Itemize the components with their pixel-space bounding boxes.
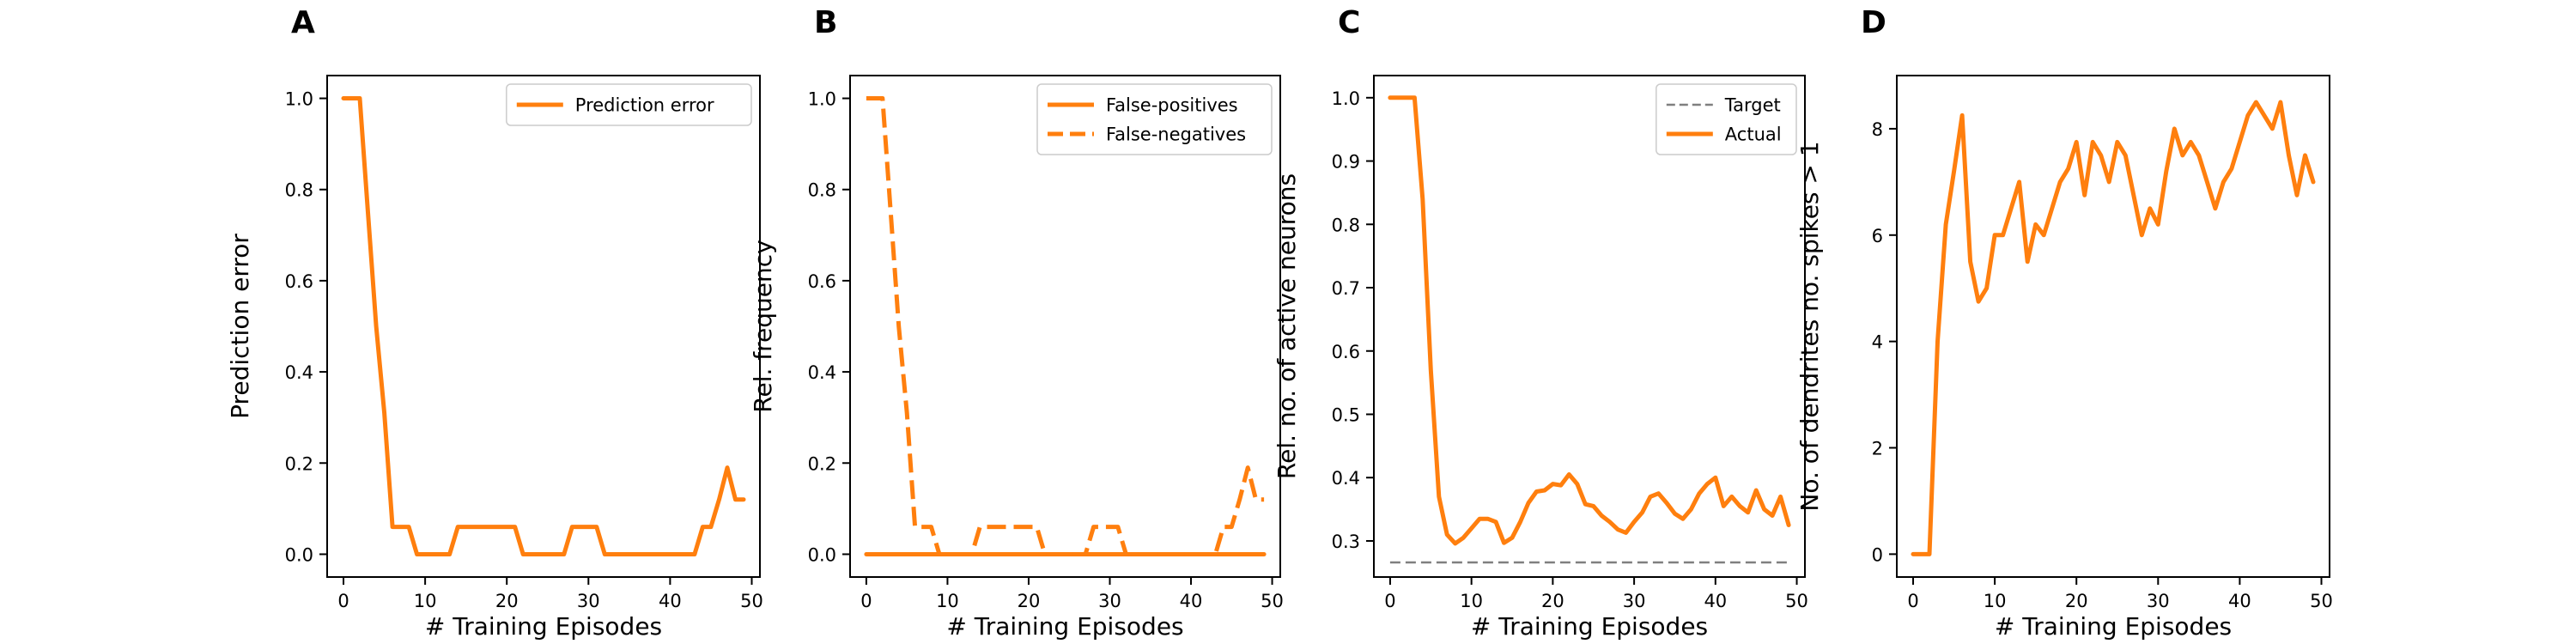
axes-frame — [1896, 75, 2330, 578]
y-tick-label: 0.3 — [1332, 532, 1360, 552]
y-tick-label: 0.4 — [285, 362, 313, 383]
y-tick-label: 0.8 — [1332, 215, 1360, 235]
legend-label: False-positives — [1106, 95, 1238, 116]
panel-letter: C — [1338, 5, 1360, 40]
x-tick-label: 20 — [495, 591, 519, 611]
x-tick-label: 50 — [1785, 591, 1808, 611]
legend-label: Actual — [1725, 125, 1782, 145]
x-tick-label: 50 — [1261, 591, 1284, 611]
x-tick-label: 20 — [1018, 591, 1041, 611]
panel-letter: B — [814, 5, 837, 40]
y-tick-label: 6 — [1872, 226, 1883, 246]
x-tick-label: 40 — [1180, 591, 1203, 611]
series-line-data — [1911, 100, 2316, 556]
y-tick-label: 0.5 — [1332, 404, 1360, 425]
legend: False-positives False-negatives — [1036, 83, 1273, 155]
y-tick-label: 0.2 — [285, 453, 313, 474]
chart-panel-c: C 0 10 20 30 40 50 0.3 0.4 0.5 0.6 0.7 0.8 0.9 1.0 # Tr… — [1273, 5, 1808, 641]
chart-panel-d: D 0 10 20 30 40 50 0 2 4 6 8 # Training Episodes No. … — [1795, 5, 2333, 641]
x-tick-label: 40 — [659, 591, 682, 611]
y-axis-label: No. of dendrites no. spikes > 1 — [1795, 141, 1824, 511]
x-tick-label: 40 — [1704, 591, 1727, 611]
y-tick-label: 0.6 — [285, 271, 313, 292]
x-axis-label: # Training Episodes — [425, 612, 662, 641]
chart-panel-a: A 0 10 20 30 40 50 0.0 0.2 0.4 0.6 0.8 1.0 # Training… — [226, 5, 763, 641]
axes-frame — [849, 75, 1281, 578]
series-line-false-negatives — [866, 96, 1265, 556]
x-tick-label: 20 — [1541, 591, 1564, 611]
legend-label: Prediction error — [575, 95, 714, 116]
y-tick-label: 0.8 — [808, 180, 836, 201]
chart-panel-b: B 0 10 20 30 40 50 0.0 0.2 0.4 0.6 0.8 1.0 # Training… — [749, 5, 1284, 641]
x-tick-label: 10 — [936, 591, 959, 611]
y-tick-label: 1.0 — [808, 89, 836, 110]
legend-box — [1036, 83, 1273, 155]
legend: Target Actual — [1656, 83, 1797, 155]
x-tick-label: 30 — [2147, 591, 2170, 611]
axes-frame — [1373, 75, 1806, 578]
y-tick-label: 0.0 — [285, 544, 313, 565]
y-tick-label: 0.4 — [808, 362, 836, 383]
y-tick-label: 0.4 — [1332, 468, 1360, 489]
legend: Prediction error — [506, 83, 752, 126]
x-tick-label: 30 — [1623, 591, 1646, 611]
x-tick-label: 50 — [740, 591, 763, 611]
x-tick-label: 0 — [860, 591, 872, 611]
y-tick-label: 4 — [1872, 332, 1883, 353]
x-axis-label: # Training Episodes — [946, 612, 1183, 641]
x-tick-label: 10 — [1460, 591, 1483, 611]
x-tick-label: 20 — [2065, 591, 2088, 611]
x-tick-label: 0 — [1384, 591, 1395, 611]
x-tick-label: 10 — [1984, 591, 2007, 611]
axes-frame — [326, 75, 761, 578]
x-tick-label: 50 — [2310, 591, 2333, 611]
y-tick-label: 1.0 — [1332, 88, 1360, 109]
x-tick-label: 0 — [337, 591, 349, 611]
x-tick-label: 0 — [1907, 591, 1918, 611]
y-axis-label: Rel. frequency — [749, 240, 777, 412]
y-tick-label: 0 — [1872, 544, 1883, 565]
legend-box — [506, 83, 752, 126]
y-tick-label: 0.6 — [808, 271, 836, 292]
y-tick-label: 0.7 — [1332, 278, 1360, 299]
panel-letter: D — [1861, 5, 1886, 40]
series-line-actual — [1388, 95, 1791, 546]
y-tick-label: 1.0 — [285, 89, 313, 110]
x-tick-label: 30 — [1098, 591, 1121, 611]
legend-box — [1656, 83, 1797, 155]
x-tick-label: 30 — [577, 591, 600, 611]
x-axis-label: # Training Episodes — [1471, 612, 1708, 641]
y-tick-label: 0.8 — [285, 180, 313, 201]
y-tick-label: 2 — [1872, 439, 1883, 459]
y-tick-label: 0.6 — [1332, 342, 1360, 362]
y-axis-label: Prediction error — [226, 234, 254, 419]
y-axis-label: Rel. no. of active neurons — [1273, 173, 1301, 479]
x-tick-label: 10 — [414, 591, 437, 611]
series-line-prediction-error — [341, 96, 746, 556]
y-tick-label: 0.9 — [1332, 152, 1360, 173]
y-tick-label: 0.0 — [808, 544, 836, 565]
legend-label: False-negatives — [1106, 125, 1246, 145]
x-axis-label: # Training Episodes — [1995, 612, 2232, 641]
x-tick-label: 40 — [2228, 591, 2251, 611]
y-tick-label: 0.2 — [808, 453, 836, 474]
legend-label: Target — [1724, 95, 1781, 116]
panel-letter: A — [291, 5, 315, 40]
y-tick-label: 8 — [1872, 119, 1883, 140]
